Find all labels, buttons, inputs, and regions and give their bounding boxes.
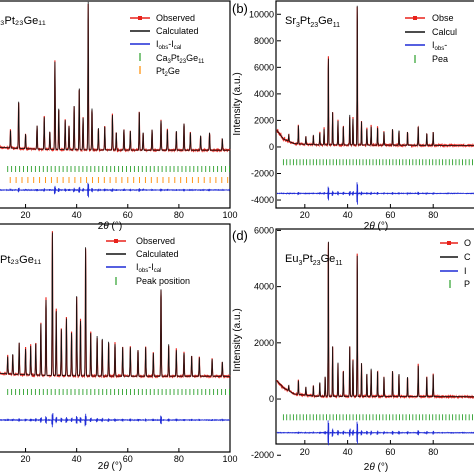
legend-a-calculated-label: Calculated [156, 26, 199, 36]
panel-c-x-ticks: 20 40 60 80 100 [21, 448, 238, 464]
y-tick-label-b: 4000 [254, 89, 274, 99]
x-tick-label-b: 40 [343, 210, 353, 220]
panel-d-xlabel: 2θ (°) [364, 462, 388, 473]
panel-b-letter: (b) [232, 1, 248, 16]
panel-b: (b) 20 40 60 80 10000 8000 6000 4000 2000 0 -2000 -… [232, 0, 474, 232]
panel-d-axes-ticks: 20 40 60 80 6000 4000 2000 0 -2000 [251, 225, 438, 460]
panel-c-legend: Observed Calculated Iobs-Ical Peak posit… [106, 236, 190, 286]
y-tick-label-b: -4000 [251, 195, 274, 205]
x-tick-label-d: 20 [300, 447, 310, 457]
legend-b-observed-marker [413, 16, 417, 20]
panel-d-letter: (d) [232, 228, 248, 243]
x-tick-label-c: 20 [21, 454, 31, 464]
legend-d-peak-label: P [464, 279, 470, 289]
panel-c: 20 40 60 80 100 Pt₂₃Ge₁₁ Observed Calculated… [0, 223, 238, 472]
x-tick-label-a: 60 [123, 210, 133, 220]
legend-a-observed-marker [138, 16, 142, 20]
panel-b-frame [275, 0, 474, 209]
legend-c-observed-label: Observed [136, 236, 175, 246]
panel-b-ylabel: Intensity (a.u.) [232, 72, 243, 135]
x-tick-label-b: 60 [385, 210, 395, 220]
legend-d-calculated-label: C [464, 252, 471, 262]
y-tick-label-b: 2000 [254, 115, 274, 125]
panel-b-title: Sr3Pt23Ge11 [285, 15, 340, 29]
calculated-series-d [276, 241, 474, 398]
legend-d-observed-marker [447, 241, 451, 245]
legend-c-calculated-label: Calculated [136, 249, 179, 259]
difference-series-d [276, 420, 474, 446]
panel-a-frame [0, 0, 231, 209]
x-tick-label-a: 40 [72, 210, 82, 220]
legend-d-observed-label: O [464, 238, 471, 248]
calculated-series-a [0, 1, 230, 151]
x-tick-label-c: 40 [72, 454, 82, 464]
y-tick-label-d: 0 [269, 394, 274, 404]
y-tick-label-b: 8000 [254, 36, 274, 46]
x-tick-label-a: 80 [174, 210, 184, 220]
panel-c-frame [0, 223, 231, 453]
difference-series-a [0, 182, 231, 198]
panel-a: 20 40 60 80 100 ₃Pt₂₃Ge₁₁ Observed Calculate… [0, 0, 238, 232]
legend-b-observed-label: Obse [432, 13, 454, 23]
legend-a-observed-label: Observed [156, 13, 195, 23]
x-tick-label-c: 60 [123, 454, 133, 464]
y-tick-label-b: 10000 [249, 9, 274, 19]
legend-b-difference-label: Iobs- [432, 40, 447, 52]
x-tick-label-c: 80 [174, 454, 184, 464]
panel-b-legend: Obse Calcul Iobs- Pea [405, 13, 457, 64]
panel-d: (d) 20 40 60 80 6000 4000 2000 0 -2000 Eu3Pt23Ge… [232, 225, 474, 473]
panel-c-xlabel: 2θ (°) [98, 461, 122, 472]
x-tick-label-d: 80 [428, 447, 438, 457]
legend-d-difference-label: I [464, 266, 467, 276]
observed-series-d [276, 242, 474, 400]
panel-a-series [0, 1, 231, 198]
legend-b-calculated-label: Calcul [432, 27, 457, 37]
y-tick-label-d: 4000 [254, 282, 274, 292]
panel-a-title: ₃Pt₂₃Ge₁₁ [0, 15, 46, 27]
panel-b-series [276, 5, 474, 205]
legend-c-peak-label: Peak position [136, 276, 190, 286]
y-tick-label-d: 6000 [254, 225, 274, 235]
x-tick-label-d: 40 [343, 447, 353, 457]
legend-c-difference-label: Iobs-Ical [136, 262, 161, 274]
x-tick-label-b: 20 [300, 210, 310, 220]
panel-a-xlabel: 2θ (°) [98, 221, 122, 232]
panel-c-series [0, 231, 231, 428]
calculated-series-c [0, 232, 230, 377]
x-tick-label-b: 80 [428, 210, 438, 220]
panel-a-x-ticks: 20 40 60 80 100 [21, 204, 238, 220]
legend-a-difference-label: Iobs-Ical [156, 39, 181, 51]
panel-d-legend: O C I P [440, 238, 471, 289]
panel-d-title: Eu3Pt23Ge11 [285, 253, 343, 267]
legend-c-observed-marker [114, 239, 118, 243]
difference-series-b [276, 182, 474, 205]
x-tick-label-a: 20 [21, 210, 31, 220]
legend-a-phase2-label: Pt2Ge [156, 66, 180, 78]
panel-b-xlabel: 2θ (°) [364, 221, 388, 232]
difference-series-c [0, 412, 231, 428]
y-tick-label-d: 2000 [254, 338, 274, 348]
legend-b-peak-label: Pea [432, 54, 448, 64]
y-tick-label-b: -2000 [251, 169, 274, 179]
y-tick-label-d: -2000 [251, 450, 274, 460]
y-tick-label-b: 6000 [254, 62, 274, 72]
calculated-series-b [276, 5, 474, 146]
panel-d-ylabel: Intensity (a.u.) [232, 308, 243, 371]
panel-a-legend: Observed Calculated Iobs-Ical Ca3Pt23Ge1… [130, 13, 205, 78]
panel-b-axes-ticks: 20 40 60 80 10000 8000 6000 4000 2000 0 -2000 -4000 [249, 9, 438, 220]
panel-d-frame [275, 228, 474, 445]
x-tick-label-a: 100 [222, 210, 237, 220]
y-tick-label-b: 0 [269, 142, 274, 152]
panel-c-title: Pt₂₃Ge₁₁ [0, 254, 42, 266]
x-tick-label-d: 60 [385, 447, 395, 457]
panel-d-series [276, 241, 474, 446]
legend-a-phase1-label: Ca3Pt23Ge11 [156, 53, 205, 65]
x-tick-label-c: 100 [222, 454, 237, 464]
